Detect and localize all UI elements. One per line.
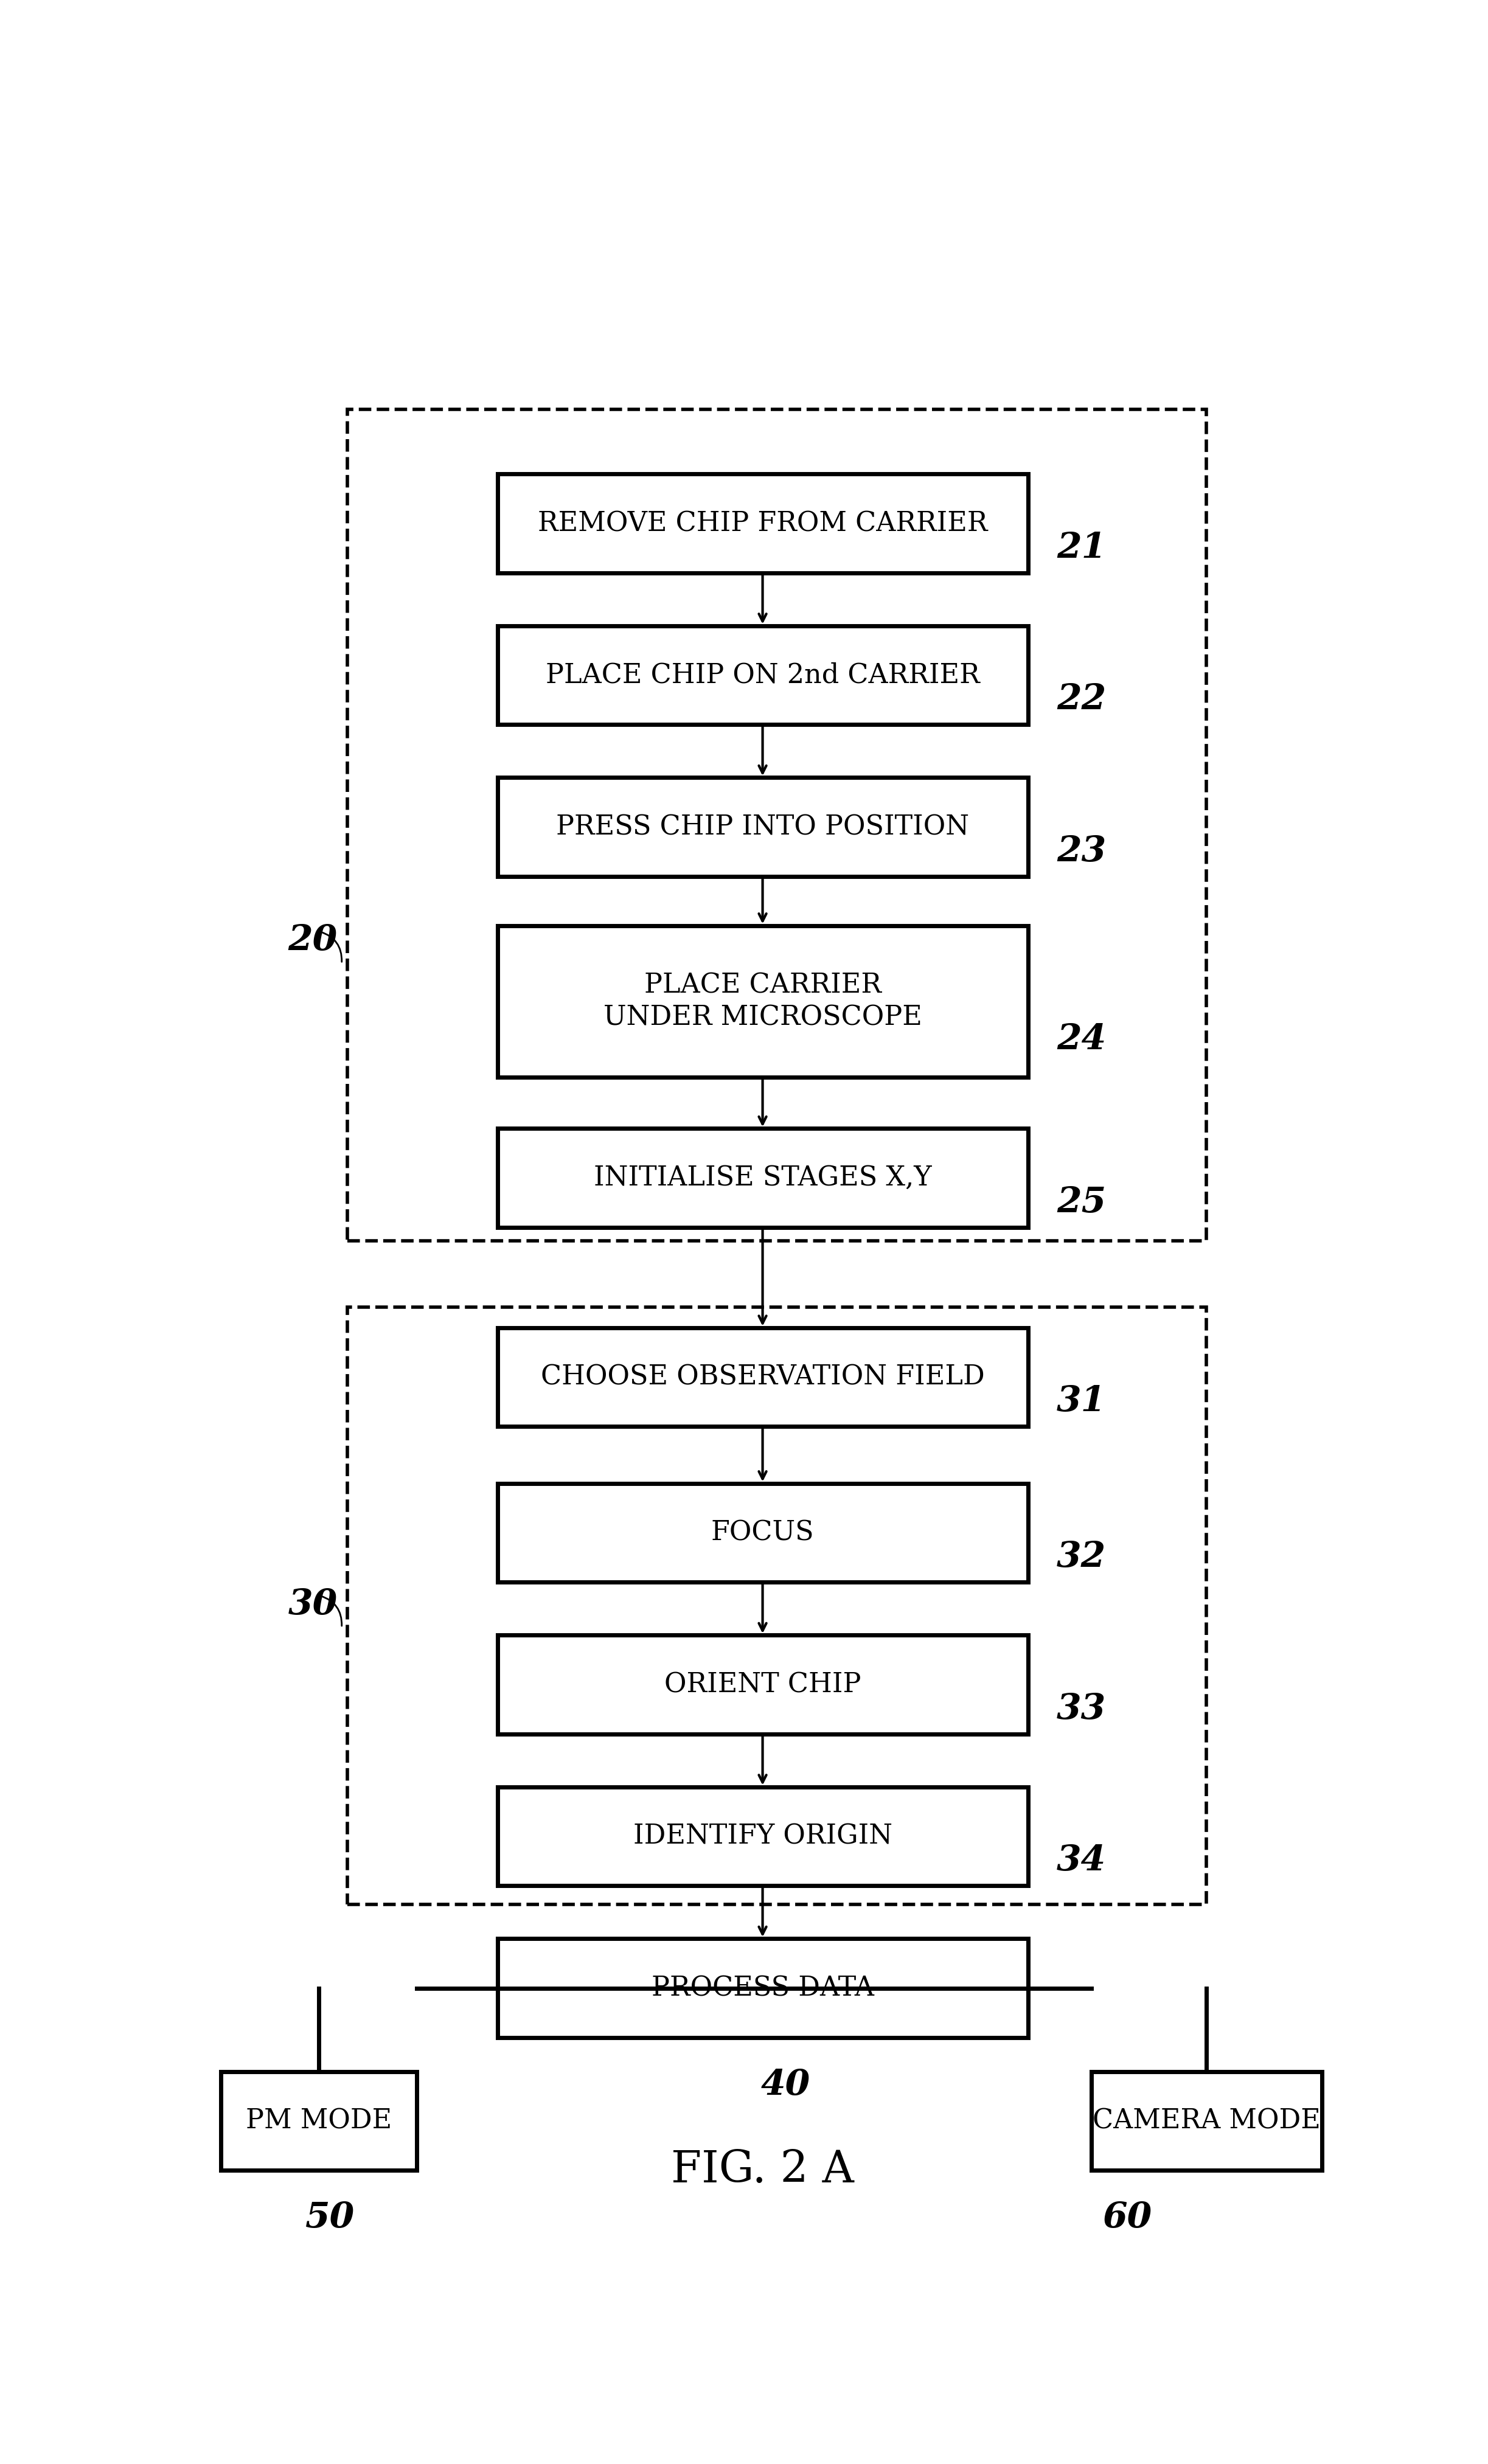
Text: 40: 40 xyxy=(760,2067,811,2102)
Text: ORIENT CHIP: ORIENT CHIP xyxy=(664,1671,862,1698)
FancyBboxPatch shape xyxy=(497,926,1028,1077)
FancyBboxPatch shape xyxy=(497,1636,1028,1735)
Text: PRESS CHIP INTO POSITION: PRESS CHIP INTO POSITION xyxy=(557,813,969,840)
Text: 34: 34 xyxy=(1056,1843,1106,1878)
FancyBboxPatch shape xyxy=(497,1483,1028,1582)
Text: PROCESS DATA: PROCESS DATA xyxy=(652,1976,873,2001)
Text: PLACE CHIP ON 2nd CARRIER: PLACE CHIP ON 2nd CARRIER xyxy=(546,663,979,687)
Text: 25: 25 xyxy=(1056,1185,1106,1220)
Text: INITIALISE STAGES X,Y: INITIALISE STAGES X,Y xyxy=(594,1165,931,1190)
Text: REMOVE CHIP FROM CARRIER: REMOVE CHIP FROM CARRIER xyxy=(537,510,988,537)
FancyBboxPatch shape xyxy=(497,1129,1028,1227)
Text: 31: 31 xyxy=(1056,1385,1106,1419)
FancyBboxPatch shape xyxy=(497,1328,1028,1427)
Text: 60: 60 xyxy=(1103,2200,1152,2235)
FancyBboxPatch shape xyxy=(497,1939,1028,2038)
FancyBboxPatch shape xyxy=(497,1786,1028,1885)
Text: CAMERA MODE: CAMERA MODE xyxy=(1092,2107,1321,2134)
Text: 30: 30 xyxy=(289,1587,338,1621)
FancyBboxPatch shape xyxy=(497,473,1028,572)
Text: 32: 32 xyxy=(1056,1540,1106,1574)
Text: IDENTIFY ORIGIN: IDENTIFY ORIGIN xyxy=(632,1823,893,1850)
FancyBboxPatch shape xyxy=(497,779,1028,877)
Text: PLACE CARRIER
UNDER MICROSCOPE: PLACE CARRIER UNDER MICROSCOPE xyxy=(603,973,923,1030)
Text: FIG. 2 A: FIG. 2 A xyxy=(671,2149,854,2190)
Text: PM MODE: PM MODE xyxy=(246,2107,391,2134)
Text: 20: 20 xyxy=(289,924,338,958)
FancyBboxPatch shape xyxy=(1091,2072,1321,2171)
Text: CHOOSE OBSERVATION FIELD: CHOOSE OBSERVATION FIELD xyxy=(540,1365,985,1390)
Text: 21: 21 xyxy=(1056,530,1106,564)
FancyBboxPatch shape xyxy=(220,2072,417,2171)
Text: 24: 24 xyxy=(1056,1023,1106,1057)
FancyBboxPatch shape xyxy=(497,626,1028,724)
Text: 23: 23 xyxy=(1056,835,1106,870)
Text: 50: 50 xyxy=(305,2200,354,2235)
Text: 33: 33 xyxy=(1056,1693,1106,1727)
Text: FOCUS: FOCUS xyxy=(711,1520,814,1545)
Text: 22: 22 xyxy=(1056,683,1106,717)
